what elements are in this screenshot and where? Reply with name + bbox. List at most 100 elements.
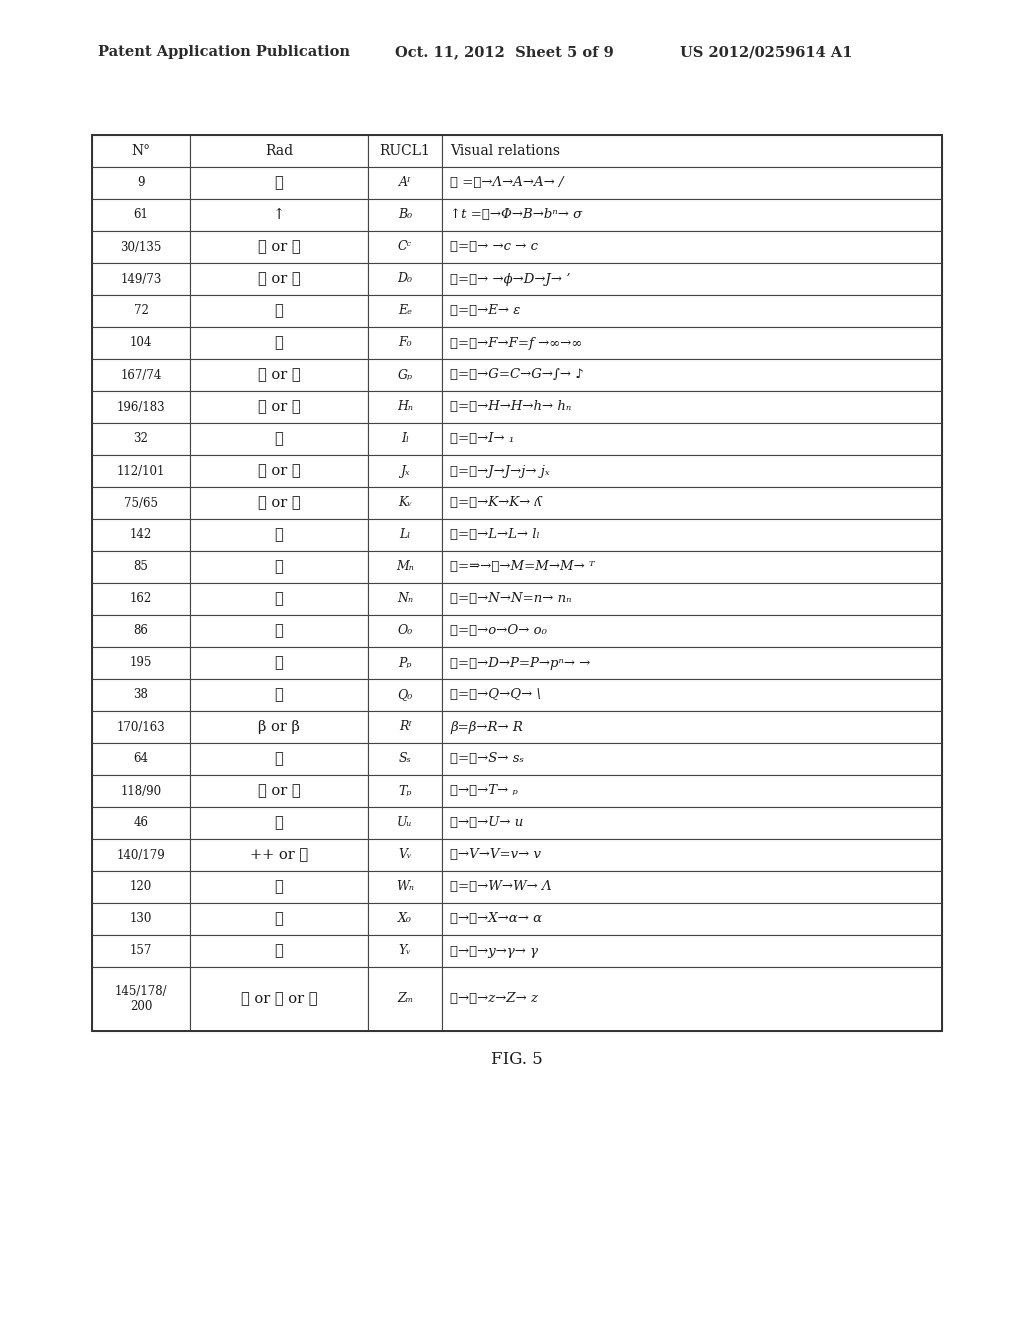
Text: Nₙ: Nₙ	[397, 593, 413, 606]
Text: 肌: 肌	[274, 912, 284, 927]
Text: F₀: F₀	[398, 337, 412, 350]
Text: 石 or 用: 石 or 用	[258, 465, 300, 478]
Bar	[92, 519, 190, 550]
Bar	[190, 294, 368, 327]
Text: Wₙ: Wₙ	[396, 880, 414, 894]
Bar	[442, 743, 942, 775]
Bar	[442, 968, 942, 1031]
Bar	[442, 519, 942, 550]
Text: 手=手→S→ sₛ: 手=手→S→ sₛ	[450, 752, 524, 766]
Bar	[442, 487, 942, 519]
Bar	[190, 519, 368, 550]
Bar	[190, 135, 368, 168]
Text: X₀: X₀	[398, 912, 412, 925]
Bar	[368, 263, 442, 294]
Bar	[442, 168, 942, 199]
Text: 64: 64	[133, 752, 148, 766]
Text: Jₓ: Jₓ	[400, 465, 410, 478]
Text: 衣→衣→z→Z→ z: 衣→衣→z→Z→ z	[450, 993, 538, 1006]
Text: Pₚ: Pₚ	[398, 656, 412, 669]
Text: B₀: B₀	[398, 209, 412, 222]
Text: 鳥 or 飛: 鳥 or 飛	[258, 400, 300, 414]
Text: Mₙ: Mₙ	[396, 561, 414, 573]
Text: 木=木→K→K→ ʎ: 木=木→K→K→ ʎ	[450, 496, 542, 510]
Bar	[442, 263, 942, 294]
Text: 金=金→G=C→G→∫→ ♪: 金=金→G=C→G→∫→ ♪	[450, 368, 584, 381]
Text: 辶: 辶	[274, 591, 284, 606]
Text: Uᵤ: Uᵤ	[397, 817, 413, 829]
Text: β=β→R→ R: β=β→R→ R	[450, 721, 523, 734]
Text: 86: 86	[133, 624, 148, 638]
Bar	[190, 775, 368, 807]
Text: 61: 61	[133, 209, 148, 222]
Bar	[190, 327, 368, 359]
Bar	[368, 327, 442, 359]
Bar	[92, 359, 190, 391]
Bar	[368, 871, 442, 903]
Text: 38: 38	[133, 689, 148, 701]
Bar	[442, 135, 942, 168]
Bar	[368, 550, 442, 583]
Text: 196/183: 196/183	[117, 400, 165, 413]
Text: 石=石→J→J→j→ jₓ: 石=石→J→J→j→ jₓ	[450, 465, 550, 478]
Text: 魚=魚→D→Ρ=P→pⁿ→ →: 魚=魚→D→Ρ=P→pⁿ→ →	[450, 656, 591, 669]
Text: 日: 日	[274, 304, 284, 318]
Bar	[190, 199, 368, 231]
Bar	[442, 294, 942, 327]
Text: Patent Application Publication: Patent Application Publication	[98, 45, 350, 59]
Text: 魚: 魚	[274, 656, 284, 671]
Text: 145/178/
200: 145/178/ 200	[115, 985, 167, 1012]
Bar	[190, 263, 368, 294]
Bar	[92, 455, 190, 487]
Text: ↑t =心→Φ→B→bⁿ→ σ: ↑t =心→Φ→B→bⁿ→ σ	[450, 209, 582, 222]
Text: 言 or 曰: 言 or 曰	[258, 272, 300, 286]
Text: Eₑ: Eₑ	[398, 305, 412, 318]
Bar	[92, 935, 190, 968]
Bar	[442, 775, 942, 807]
Bar	[442, 647, 942, 678]
Text: ++ or 非: ++ or 非	[250, 847, 308, 862]
Bar	[92, 422, 190, 455]
Bar	[368, 519, 442, 550]
Text: 46: 46	[133, 817, 148, 829]
Bar	[368, 840, 442, 871]
Bar	[92, 615, 190, 647]
Bar	[190, 583, 368, 615]
Text: 言=言→ →ϕ→D→J→ ’: 言=言→ →ϕ→D→J→ ’	[450, 272, 570, 285]
Text: 195: 195	[130, 656, 153, 669]
Bar	[92, 678, 190, 711]
Bar	[368, 455, 442, 487]
Bar	[442, 327, 942, 359]
Text: Rᴵ: Rᴵ	[398, 721, 412, 734]
Bar	[442, 199, 942, 231]
Text: 85: 85	[133, 561, 148, 573]
Bar	[368, 168, 442, 199]
Bar	[368, 968, 442, 1031]
Bar	[190, 711, 368, 743]
Bar	[92, 487, 190, 519]
Text: 虫=虫→L→L→ lₗ: 虫=虫→L→L→ lₗ	[450, 528, 540, 541]
Bar	[442, 903, 942, 935]
Bar	[190, 935, 368, 968]
Bar	[92, 231, 190, 263]
Bar	[368, 231, 442, 263]
Bar	[92, 550, 190, 583]
Bar	[442, 550, 942, 583]
Text: 149/73: 149/73	[120, 272, 162, 285]
Text: D₀: D₀	[397, 272, 413, 285]
Bar	[368, 647, 442, 678]
Bar	[368, 487, 442, 519]
Text: Hₙ: Hₙ	[397, 400, 413, 413]
Text: Vᵥ: Vᵥ	[398, 849, 412, 862]
Bar	[190, 840, 368, 871]
Bar	[442, 711, 942, 743]
Bar	[190, 359, 368, 391]
Text: 130: 130	[130, 912, 153, 925]
Text: 鳥=鸟→H→H→h→ hₙ: 鳥=鸟→H→H→h→ hₙ	[450, 400, 571, 413]
Bar	[92, 840, 190, 871]
Bar	[92, 968, 190, 1031]
Bar	[190, 487, 368, 519]
Text: 112/101: 112/101	[117, 465, 165, 478]
Bar	[442, 455, 942, 487]
Bar	[190, 615, 368, 647]
